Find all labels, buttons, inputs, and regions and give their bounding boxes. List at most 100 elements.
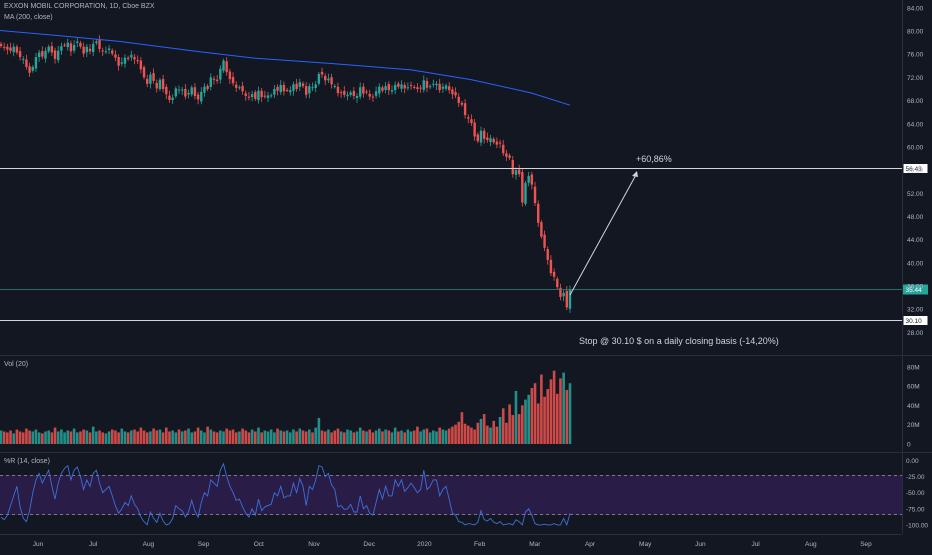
volume-bar: [282, 431, 286, 444]
volume-bar: [511, 415, 515, 444]
candle-body: [72, 44, 76, 51]
volume-bar: [397, 431, 400, 444]
candle-body: [374, 91, 378, 96]
volume-legend[interactable]: Vol (20): [4, 361, 29, 368]
volume-bar: [495, 426, 499, 444]
volume-bar: [428, 432, 432, 444]
candle-body: [193, 87, 197, 96]
volume-bar: [387, 430, 391, 444]
volume-bar: [317, 417, 321, 444]
ma-legend[interactable]: MA (200, close): [4, 14, 53, 21]
volume-bar: [123, 431, 127, 444]
candle-body: [565, 290, 569, 308]
candle-body: [263, 95, 267, 97]
time-tick-label: Dec: [363, 541, 375, 548]
volume-bar: [120, 428, 124, 444]
candle-body: [352, 91, 356, 96]
candle-body: [562, 292, 565, 297]
candle-body: [498, 142, 502, 144]
candle-body: [82, 46, 85, 54]
volume-bar: [209, 429, 213, 444]
volume-bar: [524, 399, 527, 444]
volume-bar: [479, 418, 483, 444]
volume-bar: [199, 430, 203, 444]
volume-bar: [12, 433, 16, 444]
volume-bar: [117, 432, 120, 444]
volume-bar: [552, 370, 556, 444]
candle-body: [9, 47, 12, 51]
volume-bar: [37, 432, 41, 444]
volume-bar: [279, 430, 283, 444]
candle-body: [308, 86, 311, 94]
time-tick-label: Nov: [308, 541, 320, 548]
candle-body: [57, 50, 60, 61]
candle-body: [95, 41, 98, 44]
volume-bar: [362, 430, 365, 444]
volume-bar: [540, 374, 543, 444]
target-arrow-line[interactable]: [569, 172, 638, 296]
candle-body: [568, 289, 572, 309]
target-annotation[interactable]: +60,86%: [636, 154, 672, 164]
price-tag: [903, 284, 928, 295]
candle-body: [225, 61, 228, 73]
volume-bar: [88, 432, 92, 444]
candle-body: [511, 160, 514, 175]
volume-bar: [44, 431, 47, 444]
volume-bar: [79, 431, 82, 444]
volume-bar: [441, 429, 445, 444]
candle-body: [327, 78, 330, 81]
candle-body: [219, 68, 222, 80]
time-tick-label: Mar: [529, 541, 541, 548]
time-tick-label: Sep: [860, 541, 872, 548]
candle-body: [428, 86, 432, 88]
candle-body: [114, 54, 117, 58]
volume-bar: [260, 432, 263, 444]
volume-bar: [298, 428, 302, 444]
candle-body: [85, 46, 89, 53]
volume-bar: [416, 426, 419, 444]
volume-bar: [285, 430, 289, 444]
candle-body: [530, 174, 534, 185]
stop-annotation[interactable]: Stop @ 30.10 $ on a daily closing basis …: [579, 336, 779, 346]
volume-bar: [432, 430, 435, 444]
volume-tick-label: 80M: [907, 364, 920, 371]
volume-bar: [250, 429, 254, 444]
candle-body: [463, 103, 467, 116]
candle-body: [521, 172, 524, 203]
volume-bar: [158, 429, 162, 444]
volume-bar: [244, 430, 248, 444]
volume-bar: [343, 432, 346, 444]
volume-bar: [149, 431, 152, 444]
volume-bar: [412, 430, 416, 444]
volume-bar: [2, 431, 6, 444]
candle-body: [25, 59, 28, 67]
time-tick-label: Jun: [695, 541, 706, 548]
volume-bar: [6, 432, 9, 444]
candle-body: [203, 86, 206, 93]
volume-bar: [85, 430, 89, 444]
volume-bar: [365, 431, 368, 444]
volume-bar: [82, 429, 85, 444]
wr-legend[interactable]: %R (14, close): [4, 458, 50, 465]
candle-body: [250, 94, 254, 97]
time-tick-label: Jul: [89, 541, 98, 548]
candle-body: [228, 71, 232, 80]
candle-body: [381, 87, 384, 91]
symbol-legend[interactable]: EXXON MOBIL CORPORATION, 1D, Cboe BZX: [4, 3, 155, 10]
candle-body: [269, 95, 273, 97]
candle-body: [0, 43, 3, 47]
volume-bar: [549, 379, 553, 444]
volume-bar: [460, 412, 464, 444]
candle-body: [537, 203, 540, 223]
axes: 28.00 32.00 36.00 40.00 44.00 48.00 52.00 56.00…: [33, 5, 929, 548]
volume-bar: [177, 429, 181, 444]
volume-bar: [145, 432, 149, 444]
volume-bar: [15, 429, 19, 444]
candle-body: [139, 60, 143, 70]
volume-bar: [34, 429, 38, 444]
candle-body: [393, 84, 397, 91]
candles: [0, 35, 572, 313]
candle-body: [505, 153, 508, 157]
volume-bar: [473, 429, 476, 444]
volume-bar: [257, 427, 260, 444]
